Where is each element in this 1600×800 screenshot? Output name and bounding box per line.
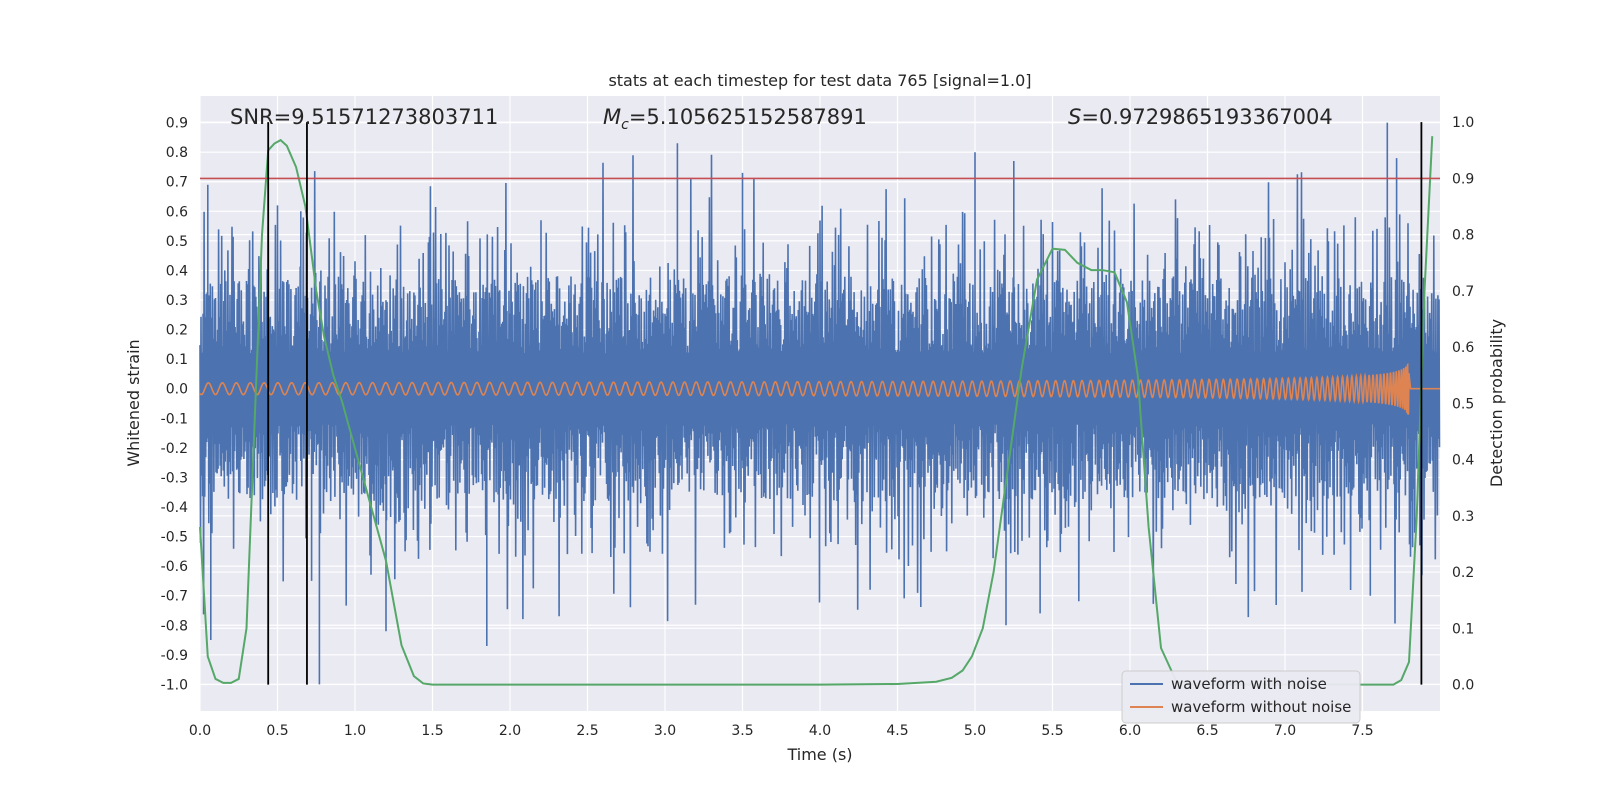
y-right-tick-label: 0.4 [1452,453,1474,469]
legend: waveform with noise waveform without noi… [1121,670,1361,724]
y-left-tick-label: 0.5 [166,234,188,250]
y-axis-right-label: Detection probability [1487,319,1506,487]
chirp-mass-subscript: c [621,117,629,133]
x-tick-label: 0.0 [189,723,211,739]
y-right-tick-label: 0.2 [1452,565,1474,581]
snr-annotation: SNR=9.51571273803711 [230,105,498,129]
y-left-tick-label: -0.7 [161,589,188,605]
y-right-tick-label: 0.1 [1452,621,1474,637]
y-left-tick-label: -0.4 [161,500,188,516]
y-left-tick-label: 0.4 [166,263,188,279]
y-right-tick-label: 0.0 [1452,678,1474,694]
y-left-tick-label: 0.2 [166,323,188,339]
chirp-mass-annotation: Mc=5.105625152587891 [603,105,867,133]
x-tick-label: 1.0 [344,723,366,739]
series-waveform-without-noise [199,363,1440,415]
x-tick-label: 4.0 [809,723,831,739]
x-tick-label: 5.0 [964,723,986,739]
x-tick-label: 2.5 [576,723,598,739]
x-tick-label: 6.0 [1119,723,1141,739]
y-left-tick-label: 0.1 [166,352,188,368]
chirp-mass-value: =5.105625152587891 [629,105,867,129]
x-axis-label: Time (s) [786,745,852,764]
detection-statistic-symbol: S [1068,105,1081,129]
tick-labels: 0.0 0.5 1.0 1.5 2.0 2.5 3.0 3.5 4.0 4.5 5.0 5.5 6.0 6… [161,115,1475,739]
y-left-tick-label: -0.1 [161,411,188,427]
y-right-tick-label: 0.5 [1452,396,1474,412]
x-tick-label: 1.5 [421,723,443,739]
legend-box [1121,670,1361,724]
marker-layer [200,122,1440,685]
x-tick-label: 2.0 [499,723,521,739]
y-right-tick-label: 1.0 [1452,115,1474,131]
x-tick-label: 3.5 [731,723,753,739]
y-right-tick-label: 0.3 [1452,509,1474,525]
y-left-tick-label: -0.5 [161,530,188,546]
y-left-tick-label: 0.9 [166,116,188,132]
legend-label-waveform-with-noise: waveform with noise [1171,675,1327,693]
legend-label-waveform-without-noise: waveform without noise [1171,698,1351,716]
x-tick-label: 7.0 [1274,723,1296,739]
x-tick-label: 0.5 [266,723,288,739]
y-left-tick-label: -1.0 [161,677,188,693]
y-left-tick-label: -0.2 [161,441,188,457]
y-left-tick-label: 0.3 [166,293,188,309]
y-right-tick-label: 0.9 [1452,171,1474,187]
x-tick-label: 4.5 [886,723,908,739]
y-right-tick-label: 0.7 [1452,284,1474,300]
y-right-tick-label: 0.8 [1452,228,1474,244]
x-tick-label: 5.5 [1041,723,1063,739]
y-left-tick-label: 0.7 [166,175,188,191]
series-waveform-with-noise [199,122,1441,685]
x-tick-label: 6.5 [1196,723,1218,739]
detection-statistic-annotation: S=0.9729865193367004 [1068,105,1333,129]
y-left-tick-label: -0.8 [161,618,188,634]
y-left-tick-label: -0.3 [161,470,188,486]
chirp-mass-symbol: M [603,105,621,129]
y-left-tick-label: 0.8 [166,145,188,161]
y-right-tick-label: 0.6 [1452,340,1474,356]
y-left-tick-label: -0.6 [161,559,188,575]
x-tick-label: 3.0 [654,723,676,739]
chart-title: stats at each timestep for test data 765… [608,71,1031,90]
y-left-tick-label: 0.0 [166,382,188,398]
y-left-tick-label: -0.9 [161,648,188,664]
detection-statistic-value: =0.9729865193367004 [1081,105,1332,129]
y-left-tick-label: 0.6 [166,204,188,220]
y-axis-left-label: Whitened strain [124,339,143,466]
x-tick-label: 7.5 [1351,723,1373,739]
